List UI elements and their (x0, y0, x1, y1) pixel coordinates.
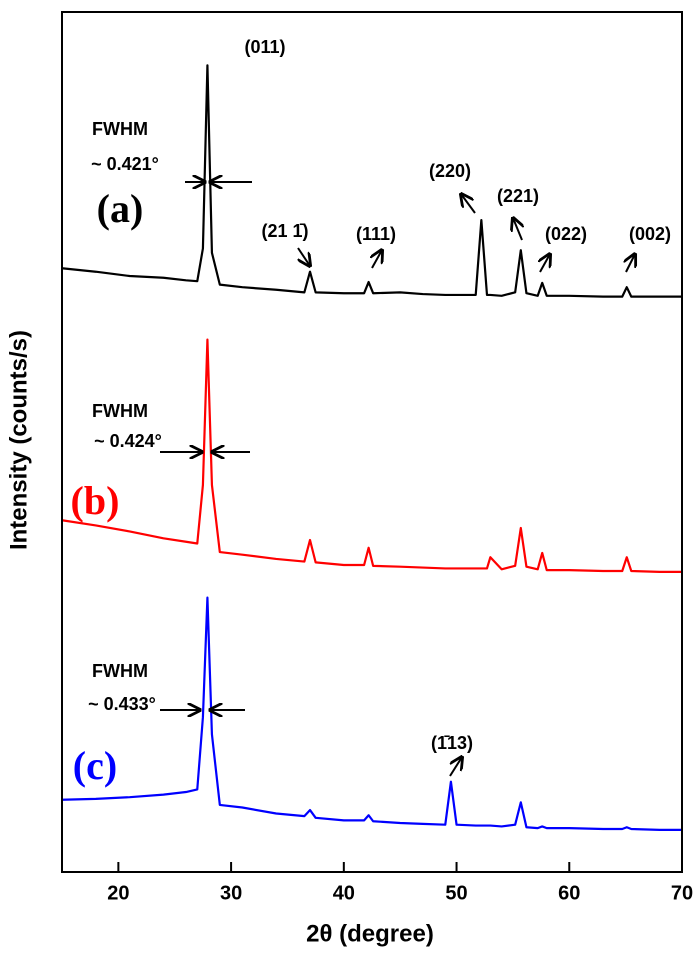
x-tick-label: 20 (107, 882, 129, 904)
annotation: (011) (244, 37, 285, 57)
x-tick-label: 50 (445, 882, 467, 904)
series-label: (a) (97, 186, 144, 231)
arrow (449, 757, 462, 777)
arrow (297, 247, 310, 266)
annotation: (221) (497, 186, 539, 206)
annotation: FWHM (92, 661, 148, 681)
arrow (513, 218, 522, 241)
plot-frame (61, 11, 683, 873)
annotation: FWHM (92, 119, 148, 139)
annotation: (111) (356, 224, 396, 244)
x-axis-label: 2θ (degree) (306, 920, 434, 947)
series-label: (c) (73, 743, 117, 788)
arrow (461, 194, 476, 214)
x-tick-label: 30 (220, 882, 242, 904)
series-line (61, 64, 682, 298)
annotation: ~ 0.433° (88, 694, 156, 714)
annotation: (21 1̄) (261, 221, 308, 241)
annotation: (022) (545, 224, 587, 244)
annotation: ~ 0.421° (91, 154, 159, 174)
annotation: (1̄13) (431, 733, 473, 753)
x-tick-label: 40 (333, 882, 355, 904)
arrow (626, 254, 635, 273)
arrow (540, 254, 550, 273)
x-tick-label: 70 (671, 882, 693, 904)
arrow (372, 250, 382, 269)
y-axis-label: Intensity (counts/s) (5, 330, 32, 550)
series-line (61, 338, 682, 573)
series-label: (b) (71, 478, 120, 523)
annotation: (002) (629, 224, 671, 244)
annotation: FWHM (92, 401, 148, 421)
annotation: ~ 0.424° (94, 431, 162, 451)
x-tick-label: 60 (558, 882, 580, 904)
series-line (61, 596, 682, 831)
annotation: (220) (429, 161, 471, 181)
